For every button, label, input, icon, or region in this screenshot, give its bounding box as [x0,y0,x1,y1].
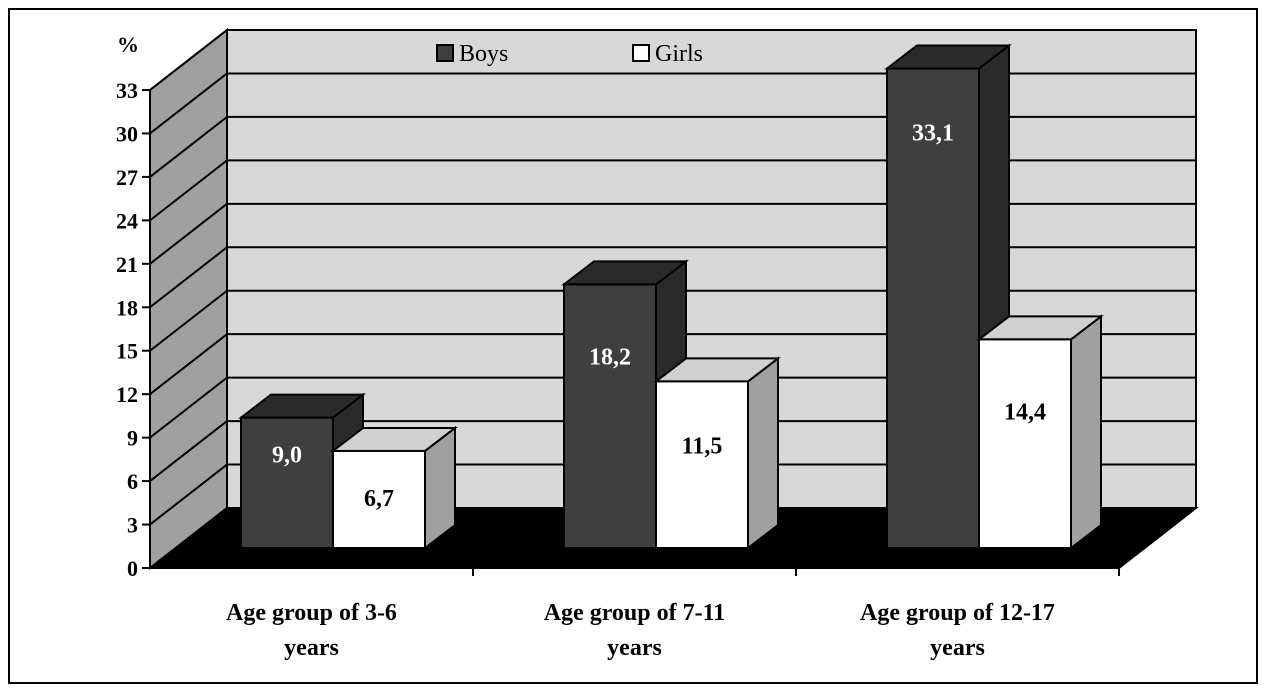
y-tick-label: 18 [116,295,138,320]
y-tick-label: 12 [116,382,138,407]
side-gridline [149,420,228,482]
side-gridline [149,159,228,222]
x-tick-label: Age group of 7-11 [544,600,726,626]
y-tick-label: 6 [127,469,138,494]
x-tick-label: Age group of 12-17 [860,600,1055,626]
data-label: 14,4 [1004,399,1046,425]
x-tick-label: years [930,635,985,661]
y-axis-label: % [117,32,139,57]
side-gridline [149,29,228,91]
side-gridline [149,116,228,178]
y-tick-label: 0 [127,556,138,581]
side-gridline [149,203,228,265]
data-label: 18,2 [589,344,631,370]
side-gridline [149,376,228,439]
bar-girls [332,449,426,549]
x-tick-label: years [284,635,339,661]
bar-boys [240,416,334,549]
y-tick-label: 3 [127,513,138,538]
data-label: 9,0 [272,443,302,469]
side-gridline [149,463,228,526]
y-tick-label: 30 [116,121,138,146]
y-tick-label: 33 [116,78,138,103]
legend-label: Boys [459,41,508,67]
bar-girls [978,338,1072,549]
y-tick-label: 21 [116,252,138,277]
x-tick-label: years [607,635,662,661]
side-gridline [149,72,228,135]
bar-side-girls [1070,314,1102,551]
data-label: 6,7 [364,486,394,512]
legend-label: Girls [655,41,703,67]
y-tick-label: 27 [116,165,138,190]
bar-boys [886,67,980,549]
y-tick-label: 9 [127,426,138,451]
data-label: 33,1 [912,121,954,147]
bar-girls [655,380,749,550]
side-gridline [149,333,228,395]
side-gridline [149,289,228,352]
side-gridline [149,246,228,309]
bar-boys [563,283,657,549]
y-tick-label: 15 [116,339,138,364]
data-label: 11,5 [682,433,723,459]
legend-swatch [632,44,650,62]
legend-swatch [436,44,454,62]
y-tick-label: 24 [116,208,138,233]
x-tick-label: Age group of 3-6 [226,600,397,626]
bar-side-girls [747,356,779,551]
